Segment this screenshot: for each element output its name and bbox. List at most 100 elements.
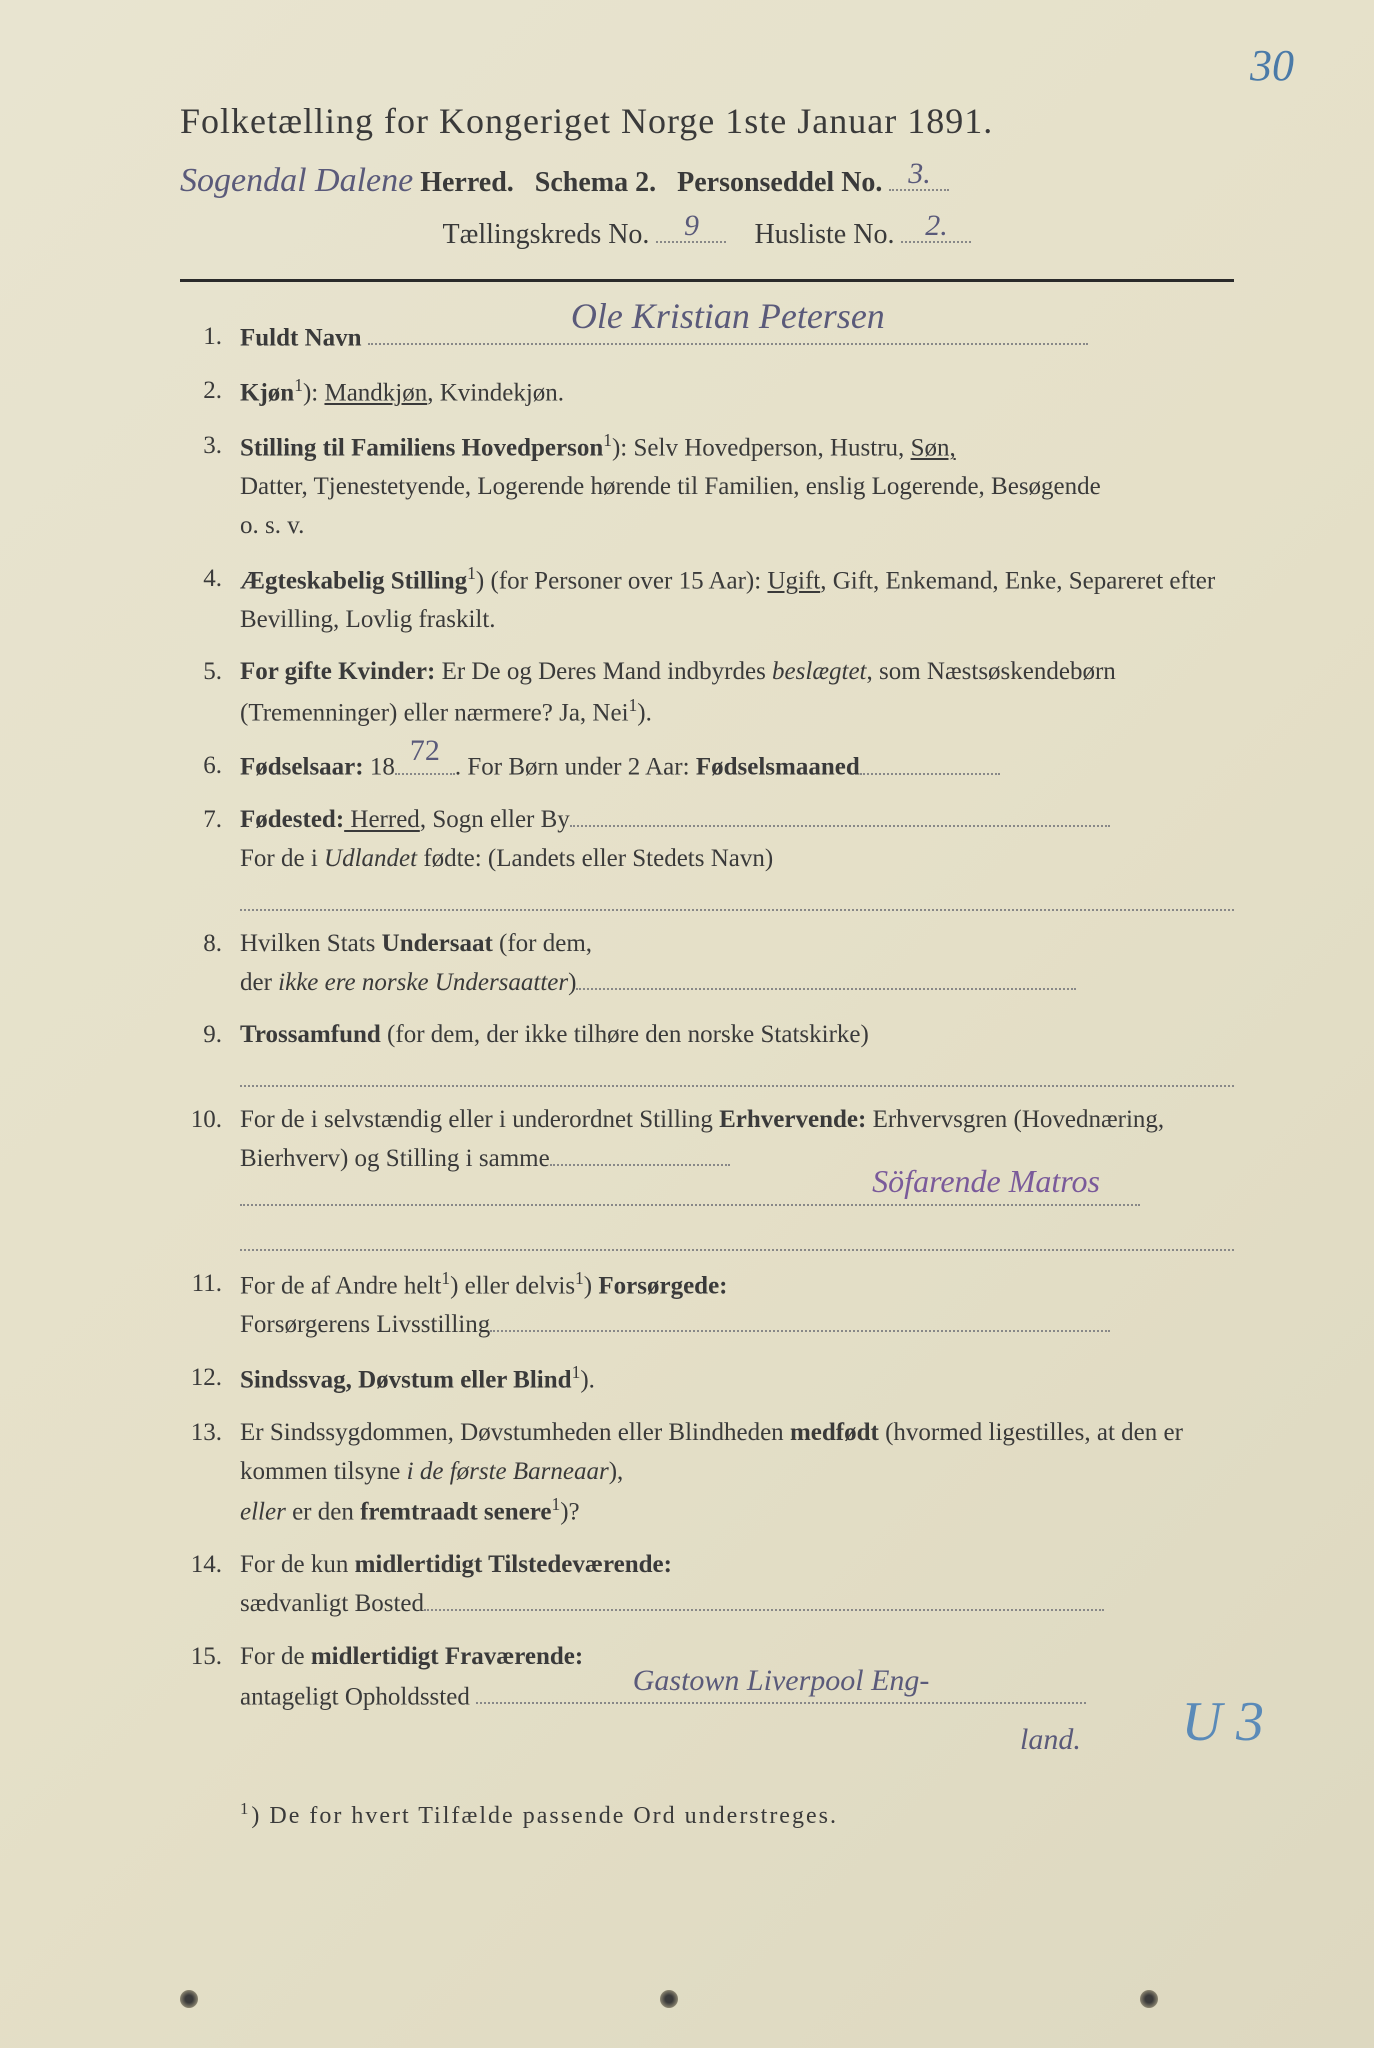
q15-text: For de (240, 1643, 311, 1670)
q5-sup: 1 (629, 695, 638, 715)
q15-num: 15. (180, 1638, 240, 1764)
personseddel-label: Personseddel No. (677, 167, 882, 198)
q3-num: 3. (180, 427, 240, 546)
footnote-text: ) De for hvert Tilfælde passende Ord und… (251, 1803, 838, 1829)
q14-line2: sædvanligt Bosted (240, 1590, 424, 1617)
q8-label: Undersaat (382, 930, 493, 957)
q13-textc: ), (609, 1458, 624, 1485)
q12-num: 12. (180, 1359, 240, 1400)
q7-dotted (240, 883, 1234, 911)
q12-text: ). (580, 1366, 595, 1393)
q12-label: Sindssvag, Døvstum eller Blind (240, 1366, 572, 1393)
q13-eller: eller (240, 1499, 286, 1526)
q13-row: 13. Er Sindssygdommen, Døvstumheden elle… (180, 1414, 1234, 1533)
q5-row: 5. For gifte Kvinder: Er De og Deres Man… (180, 653, 1234, 733)
q15-row: 15. For de midlertidigt Fraværende: anta… (180, 1638, 1234, 1764)
q3-line2: Datter, Tjenestetyende, Logerende hørend… (240, 473, 1101, 500)
census-form-page: 30 Folketælling for Kongeriget Norge 1st… (0, 0, 1374, 2048)
q13-line3b: er den (286, 1499, 360, 1526)
q2-label: Kjøn (240, 379, 294, 406)
kreds-number: 9 (656, 209, 726, 243)
q6-year: 72 (395, 728, 455, 775)
q10-dotted (240, 1223, 1234, 1251)
q13-sup: 1 (551, 1494, 560, 1514)
binding-hole-1 (180, 1990, 198, 2008)
q11-line2: Forsørgerens Livsstilling (240, 1311, 490, 1338)
q3-line3: o. s. v. (240, 512, 304, 539)
q1-value: Ole Kristian Petersen (368, 289, 1088, 345)
q10-row: 10. For de i selvstændig eller i underor… (180, 1101, 1234, 1251)
q2-row: 2. Kjøn1): Mandkjøn, Kvindekjøn. (180, 372, 1234, 413)
q5-text3: ). (637, 699, 652, 726)
q10-value: Söfarende Matros (240, 1157, 1140, 1207)
q5-num: 5. (180, 653, 240, 733)
q15-line2: antageligt Opholdssted (240, 1683, 470, 1710)
q14-row: 14. For de kun midlertidigt Tilstedevære… (180, 1546, 1234, 1624)
q4-num: 4. (180, 560, 240, 640)
q1-num: 1. (180, 318, 240, 358)
divider (180, 279, 1234, 282)
q2-sup: 1 (294, 375, 303, 395)
q11-sup1: 1 (441, 1268, 450, 1288)
q6-text2: . For Børn under 2 Aar: (455, 754, 696, 781)
q6-label2: Fødselsmaaned (696, 754, 860, 781)
q3-label: Stilling til Familiens Hovedperson (240, 434, 603, 461)
q9-label: Trossamfund (240, 1021, 381, 1048)
q4-ugift: Ugift (767, 567, 820, 594)
q9-num: 9. (180, 1016, 240, 1087)
q10-texta: For de i selvstændig eller i underordnet… (240, 1106, 719, 1133)
q14-num: 14. (180, 1546, 240, 1624)
q11-textc: ) (584, 1272, 599, 1299)
q5-label: For gifte Kvinder: (240, 658, 435, 685)
q2-mandkjon: Mandkjøn (324, 379, 427, 406)
subtitle-line-1: Sogendal Dalene Herred. Schema 2. Person… (180, 160, 1234, 200)
q7-line2b: fødte: (Landets eller Stedets Navn) (417, 845, 773, 872)
q9-row: 9. Trossamfund (for dem, der ikke tilhør… (180, 1016, 1234, 1087)
q10-label: Erhvervende: (719, 1106, 866, 1133)
q7-row: 7. Fødested: Herred, Sogn eller By For d… (180, 801, 1234, 911)
q9-dotted (240, 1059, 1234, 1087)
q8-textb: (for dem, (493, 930, 592, 957)
husliste-number: 2. (901, 209, 971, 243)
subtitle-line-2: Tællingskreds No. 9 Husliste No. 2. (180, 212, 1234, 251)
q13-italic: i de første Barneaar (407, 1458, 609, 1485)
q7-label: Fødested: (240, 806, 344, 833)
q14-label: midlertidigt Tilstedeværende: (355, 1551, 672, 1578)
q7-line2a: For de i (240, 845, 324, 872)
blue-annotation: U 3 (1182, 1690, 1264, 1754)
q15-value: Gastown Liverpool Eng- (476, 1658, 1086, 1705)
q11-row: 11. For de af Andre helt1) eller delvis1… (180, 1265, 1234, 1345)
footnote-sup: 1 (240, 1799, 251, 1818)
q12-row: 12. Sindssvag, Døvstum eller Blind1). (180, 1359, 1234, 1400)
q6-row: 6. Fødselsaar: 1872. For Børn under 2 Aa… (180, 747, 1234, 787)
q13-bold2: fremtraadt senere (360, 1499, 551, 1526)
q4-row: 4. Ægteskabelig Stilling1) (for Personer… (180, 560, 1234, 640)
q7-num: 7. (180, 801, 240, 911)
q7-text: , Sogn eller By (420, 806, 570, 833)
q13-textd: )? (560, 1499, 579, 1526)
q8-line2: der (240, 969, 278, 996)
q8-row: 8. Hvilken Stats Undersaat (for dem, der… (180, 925, 1234, 1003)
q13-texta: Er Sindssygdommen, Døvstumheden eller Bl… (240, 1419, 790, 1446)
q6-num: 6. (180, 747, 240, 787)
binding-hole-2 (660, 1990, 678, 2008)
q7-herred: Herred (344, 806, 420, 833)
q8-line2b: ) (568, 969, 576, 996)
q8-texta: Hvilken Stats (240, 930, 382, 957)
herred-label: Herred. (420, 167, 514, 198)
q5-text: Er De og Deres Mand indbyrdes (435, 658, 772, 685)
q12-sup: 1 (572, 1362, 581, 1382)
q3-line1a: ): Selv Hovedperson, Hustru, (612, 434, 911, 461)
q3-sup: 1 (603, 430, 612, 450)
q11-sup2: 1 (575, 1268, 584, 1288)
q11-num: 11. (180, 1265, 240, 1345)
q15-value2: land. (1020, 1723, 1081, 1756)
husliste-label: Husliste No. (754, 219, 894, 250)
q11-label: Forsørgede: (598, 1272, 727, 1299)
q13-num: 13. (180, 1414, 240, 1533)
q2-kvindekjon: , Kvindekjøn. (427, 379, 564, 406)
q2-colon: ): (303, 379, 325, 406)
main-title: Folketælling for Kongeriget Norge 1ste J… (180, 100, 1234, 142)
footnote: 1) De for hvert Tilfælde passende Ord un… (180, 1799, 1234, 1830)
district-handwritten: Sogendal Dalene (180, 162, 413, 199)
